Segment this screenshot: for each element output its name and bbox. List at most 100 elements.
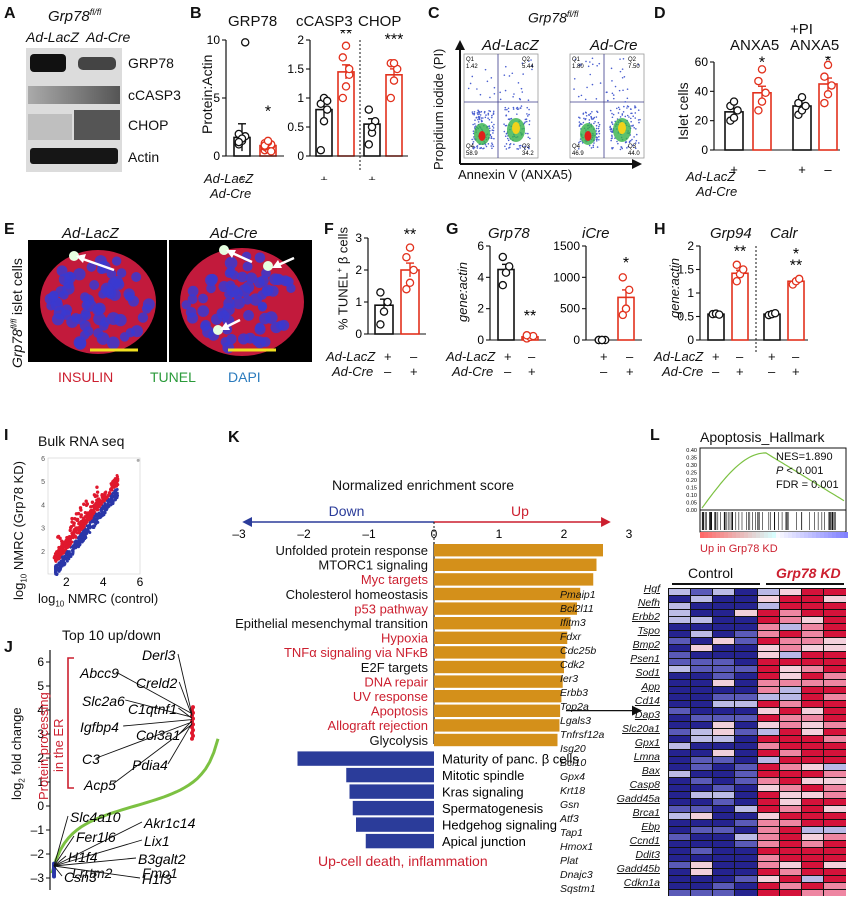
- i-point-up: [110, 483, 114, 487]
- heatmap-gene-label: Psen1: [630, 653, 660, 665]
- flow-event: [490, 145, 492, 147]
- flow-event: [511, 72, 514, 75]
- flow-event: [472, 123, 474, 126]
- heatmap-cell: [668, 679, 690, 686]
- tunel-positive-cell: [219, 245, 229, 255]
- dapi-nucleus: [186, 312, 199, 324]
- k-bar-up: [434, 587, 581, 601]
- panel-g-gene1: Grp78: [488, 225, 530, 242]
- flow-event: [473, 146, 475, 148]
- f-lacz-point: [379, 307, 389, 316]
- k-category-label: p53 pathway: [354, 601, 428, 616]
- i-point-up: [94, 505, 98, 509]
- heatmap-cell: [735, 819, 757, 826]
- flow-event: [526, 113, 528, 115]
- heatmap-gene-label: Krt18: [560, 785, 586, 797]
- j-leader-line: [53, 821, 143, 867]
- h-bar3-point: [794, 274, 804, 284]
- k-category-label: Hedgehog signaling: [442, 817, 557, 832]
- heatmap-cell: [690, 609, 712, 616]
- heatmap-cell: [802, 651, 824, 658]
- heatmap-gene-label: Bmp2: [632, 639, 660, 651]
- pm-sign: –: [504, 364, 512, 379]
- flow-event: [630, 108, 632, 111]
- heatmap-cell: [668, 672, 690, 679]
- i-point-up: [71, 535, 75, 539]
- flow-event: [593, 142, 595, 144]
- heatmap-cell: [735, 791, 757, 798]
- heatmap-cell: [824, 861, 846, 868]
- heatmap-gene-label: Hmox1: [560, 841, 594, 853]
- heatmap-cell: [757, 637, 779, 644]
- heatmap-cell: [757, 665, 779, 672]
- heatmap-cell: [690, 868, 712, 875]
- g-grp78-lacz-bar: [497, 268, 515, 341]
- flow-event: [504, 89, 507, 92]
- panel-a-lacz: Ad-LacZ: [26, 29, 79, 45]
- dapi-nucleus: [223, 297, 235, 310]
- flow-event: [619, 70, 622, 73]
- gsea-rank-bar: [756, 532, 760, 538]
- heatmap-cell: [735, 889, 757, 896]
- heatmap-cell: [824, 700, 846, 707]
- flow-event: [595, 98, 598, 100]
- dapi-nucleus: [269, 273, 281, 286]
- panel-b-group-grp78: GRP78: [228, 13, 278, 30]
- flow-event: [628, 116, 630, 118]
- j-tick-label: –3: [31, 871, 45, 885]
- flow-event: [493, 86, 496, 89]
- b-casp-cre-point: [341, 82, 351, 91]
- flow-event: [618, 108, 621, 111]
- i-point-up: [68, 538, 72, 542]
- i-xtick: 2: [63, 575, 70, 589]
- heatmap-cell: [735, 784, 757, 791]
- flow-event: [574, 58, 577, 61]
- flow-event: [631, 138, 633, 141]
- pm-sign: +: [600, 349, 608, 364]
- heatmap-cell: [824, 679, 846, 686]
- dapi-nucleus: [242, 281, 255, 293]
- arrow-head: [272, 260, 282, 268]
- dapi-nucleus: [113, 279, 125, 290]
- gsea-rank-bar: [772, 532, 776, 538]
- flow-event: [477, 118, 479, 121]
- heatmap-cell: [779, 721, 801, 728]
- i-point-down: [83, 534, 87, 538]
- dapi-nucleus: [197, 305, 210, 317]
- flow-event: [596, 64, 598, 67]
- i-point-up: [81, 526, 85, 530]
- panel-i-title: Bulk RNA seq: [38, 433, 125, 449]
- heatmap-gene-label: Cdc25b: [560, 645, 597, 657]
- k-category-label: Kras signaling: [442, 784, 524, 799]
- heatmap-cell: [668, 735, 690, 742]
- b-grp78-tick-label: 5: [213, 91, 220, 105]
- heatmap-cell: [713, 630, 735, 637]
- flow-event: [580, 123, 583, 126]
- i-point-up: [70, 520, 74, 524]
- heatmap-cell: [668, 875, 690, 882]
- i-point-down: [67, 550, 71, 554]
- flow-event: [529, 137, 531, 140]
- h-star: **: [734, 243, 746, 260]
- panel-g-chart: 0 2 4 6 ** 0 500 1000 1500 *: [477, 240, 642, 347]
- heatmap-gene-label: Plat: [560, 855, 579, 867]
- k-category-label: E2F targets: [361, 660, 429, 675]
- k-bar-down: [349, 784, 434, 799]
- d-bar0-point: [733, 106, 742, 115]
- gsea-ytick: 0.35: [686, 456, 697, 462]
- panel-h-gene1: Grp94: [710, 225, 752, 242]
- heatmap-cell: [735, 749, 757, 756]
- flow-event: [480, 110, 483, 113]
- heatmap-cell: [779, 728, 801, 735]
- k-category-label: Apoptosis: [371, 704, 429, 719]
- panel-d-row-lacz: Ad-LacZ: [686, 169, 736, 184]
- flow-event: [504, 124, 507, 127]
- pm-sign: +: [792, 364, 800, 379]
- flow-event: [477, 113, 479, 116]
- heatmap-cell: [690, 602, 712, 609]
- dapi-nucleus: [106, 336, 120, 350]
- pm-sign: –: [600, 364, 608, 379]
- flow-event: [637, 142, 640, 144]
- flow-event: [634, 142, 637, 144]
- h-tick-label: 2: [687, 240, 694, 253]
